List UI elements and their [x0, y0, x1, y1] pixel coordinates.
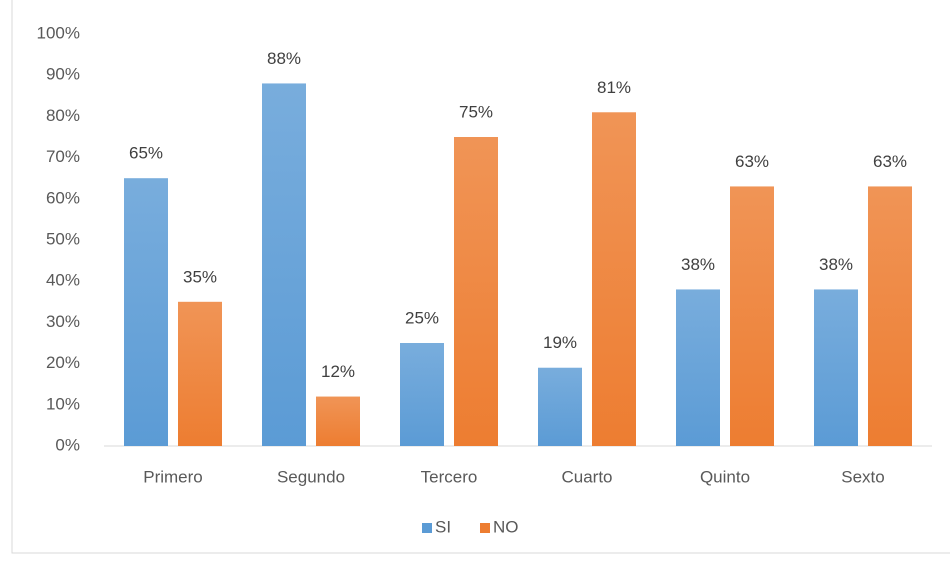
- y-tick-label: 90%: [46, 65, 80, 84]
- value-label: 35%: [183, 267, 217, 286]
- value-label: 63%: [873, 152, 907, 171]
- value-label: 38%: [681, 255, 715, 274]
- value-label: 75%: [459, 102, 493, 121]
- y-tick-label: 0%: [55, 435, 80, 454]
- bar: [730, 186, 774, 446]
- value-label: 63%: [735, 152, 769, 171]
- value-label: 12%: [321, 362, 355, 381]
- x-tick-label: Tercero: [421, 467, 478, 486]
- bar: [178, 301, 222, 446]
- bar: [592, 112, 636, 446]
- x-tick-label: Segundo: [277, 467, 345, 486]
- x-tick-label: Quinto: [700, 467, 750, 486]
- y-tick-label: 60%: [46, 188, 80, 207]
- value-label: 65%: [129, 144, 163, 163]
- legend-label: NO: [493, 517, 519, 536]
- value-label: 81%: [597, 78, 631, 97]
- bar: [814, 289, 858, 446]
- y-tick-label: 20%: [46, 353, 80, 372]
- bar: [454, 137, 498, 446]
- bar: [868, 186, 912, 446]
- value-label: 19%: [543, 333, 577, 352]
- y-tick-label: 70%: [46, 147, 80, 166]
- y-tick-label: 10%: [46, 394, 80, 413]
- x-tick-label: Cuarto: [561, 467, 612, 486]
- bar: [400, 343, 444, 446]
- y-tick-label: 50%: [46, 229, 80, 248]
- bar: [538, 367, 582, 446]
- bar: [316, 396, 360, 446]
- y-tick-label: 100%: [37, 23, 80, 42]
- chart-frame: [11, 0, 950, 554]
- x-tick-label: Sexto: [841, 467, 884, 486]
- bar: [676, 289, 720, 446]
- value-label: 88%: [267, 49, 301, 68]
- legend-label: SI: [435, 517, 451, 536]
- bar: [124, 178, 168, 446]
- legend-swatch: [422, 523, 432, 533]
- y-tick-label: 40%: [46, 271, 80, 290]
- y-tick-label: 30%: [46, 312, 80, 331]
- y-tick-label: 80%: [46, 106, 80, 125]
- x-tick-label: Primero: [143, 467, 203, 486]
- value-label: 25%: [405, 308, 439, 327]
- legend-swatch: [480, 523, 490, 533]
- value-label: 38%: [819, 255, 853, 274]
- bar: [262, 83, 306, 446]
